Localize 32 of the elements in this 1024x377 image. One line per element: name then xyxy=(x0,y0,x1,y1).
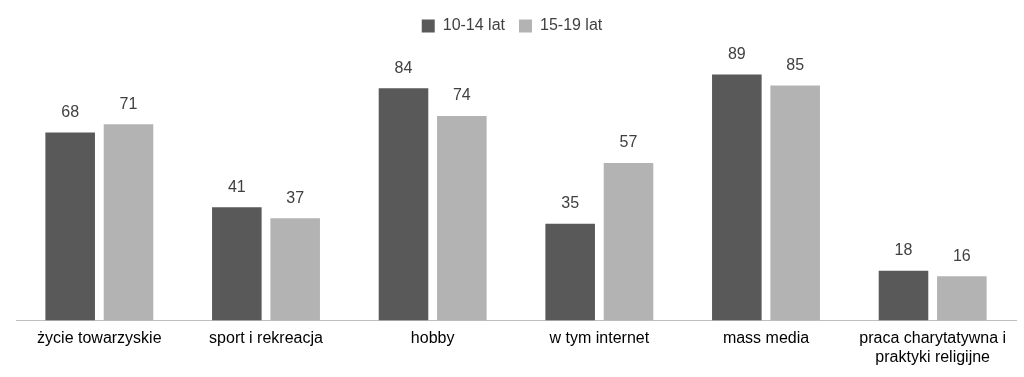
x-tick-label: mass media xyxy=(722,328,810,346)
bar xyxy=(270,218,320,321)
bar xyxy=(603,162,654,321)
data-label: 35 xyxy=(561,194,580,212)
data-label: 74 xyxy=(452,86,471,104)
bar xyxy=(437,115,487,321)
bar xyxy=(212,207,262,321)
bar xyxy=(45,132,95,321)
x-tick-label: sport i rekreacja xyxy=(209,328,324,346)
bar xyxy=(545,223,595,321)
data-label: 18 xyxy=(894,241,913,259)
data-label: 84 xyxy=(394,58,413,76)
x-tick-label: praca charytatywna i praktyki religijne xyxy=(859,328,1007,365)
data-label: 16 xyxy=(952,246,971,264)
data-label: 71 xyxy=(119,94,138,112)
bar xyxy=(378,88,429,321)
bar xyxy=(770,85,820,321)
x-tick-label: hobby xyxy=(410,328,455,346)
data-label: 41 xyxy=(227,177,246,195)
x-tick-label: w tym internet xyxy=(548,328,650,346)
bar xyxy=(103,124,154,321)
bar xyxy=(937,276,987,321)
x-tick-label: życie towarzyskie xyxy=(37,328,162,346)
data-label: 37 xyxy=(286,188,305,206)
bar xyxy=(712,74,762,321)
data-label: 85 xyxy=(786,55,805,73)
bar xyxy=(878,270,929,321)
legend-label: 10-14 lat xyxy=(442,16,506,34)
data-label: 68 xyxy=(61,102,80,120)
data-label: 89 xyxy=(727,44,746,62)
legend-label: 15-19 lat xyxy=(540,16,603,34)
data-label: 57 xyxy=(619,133,638,151)
